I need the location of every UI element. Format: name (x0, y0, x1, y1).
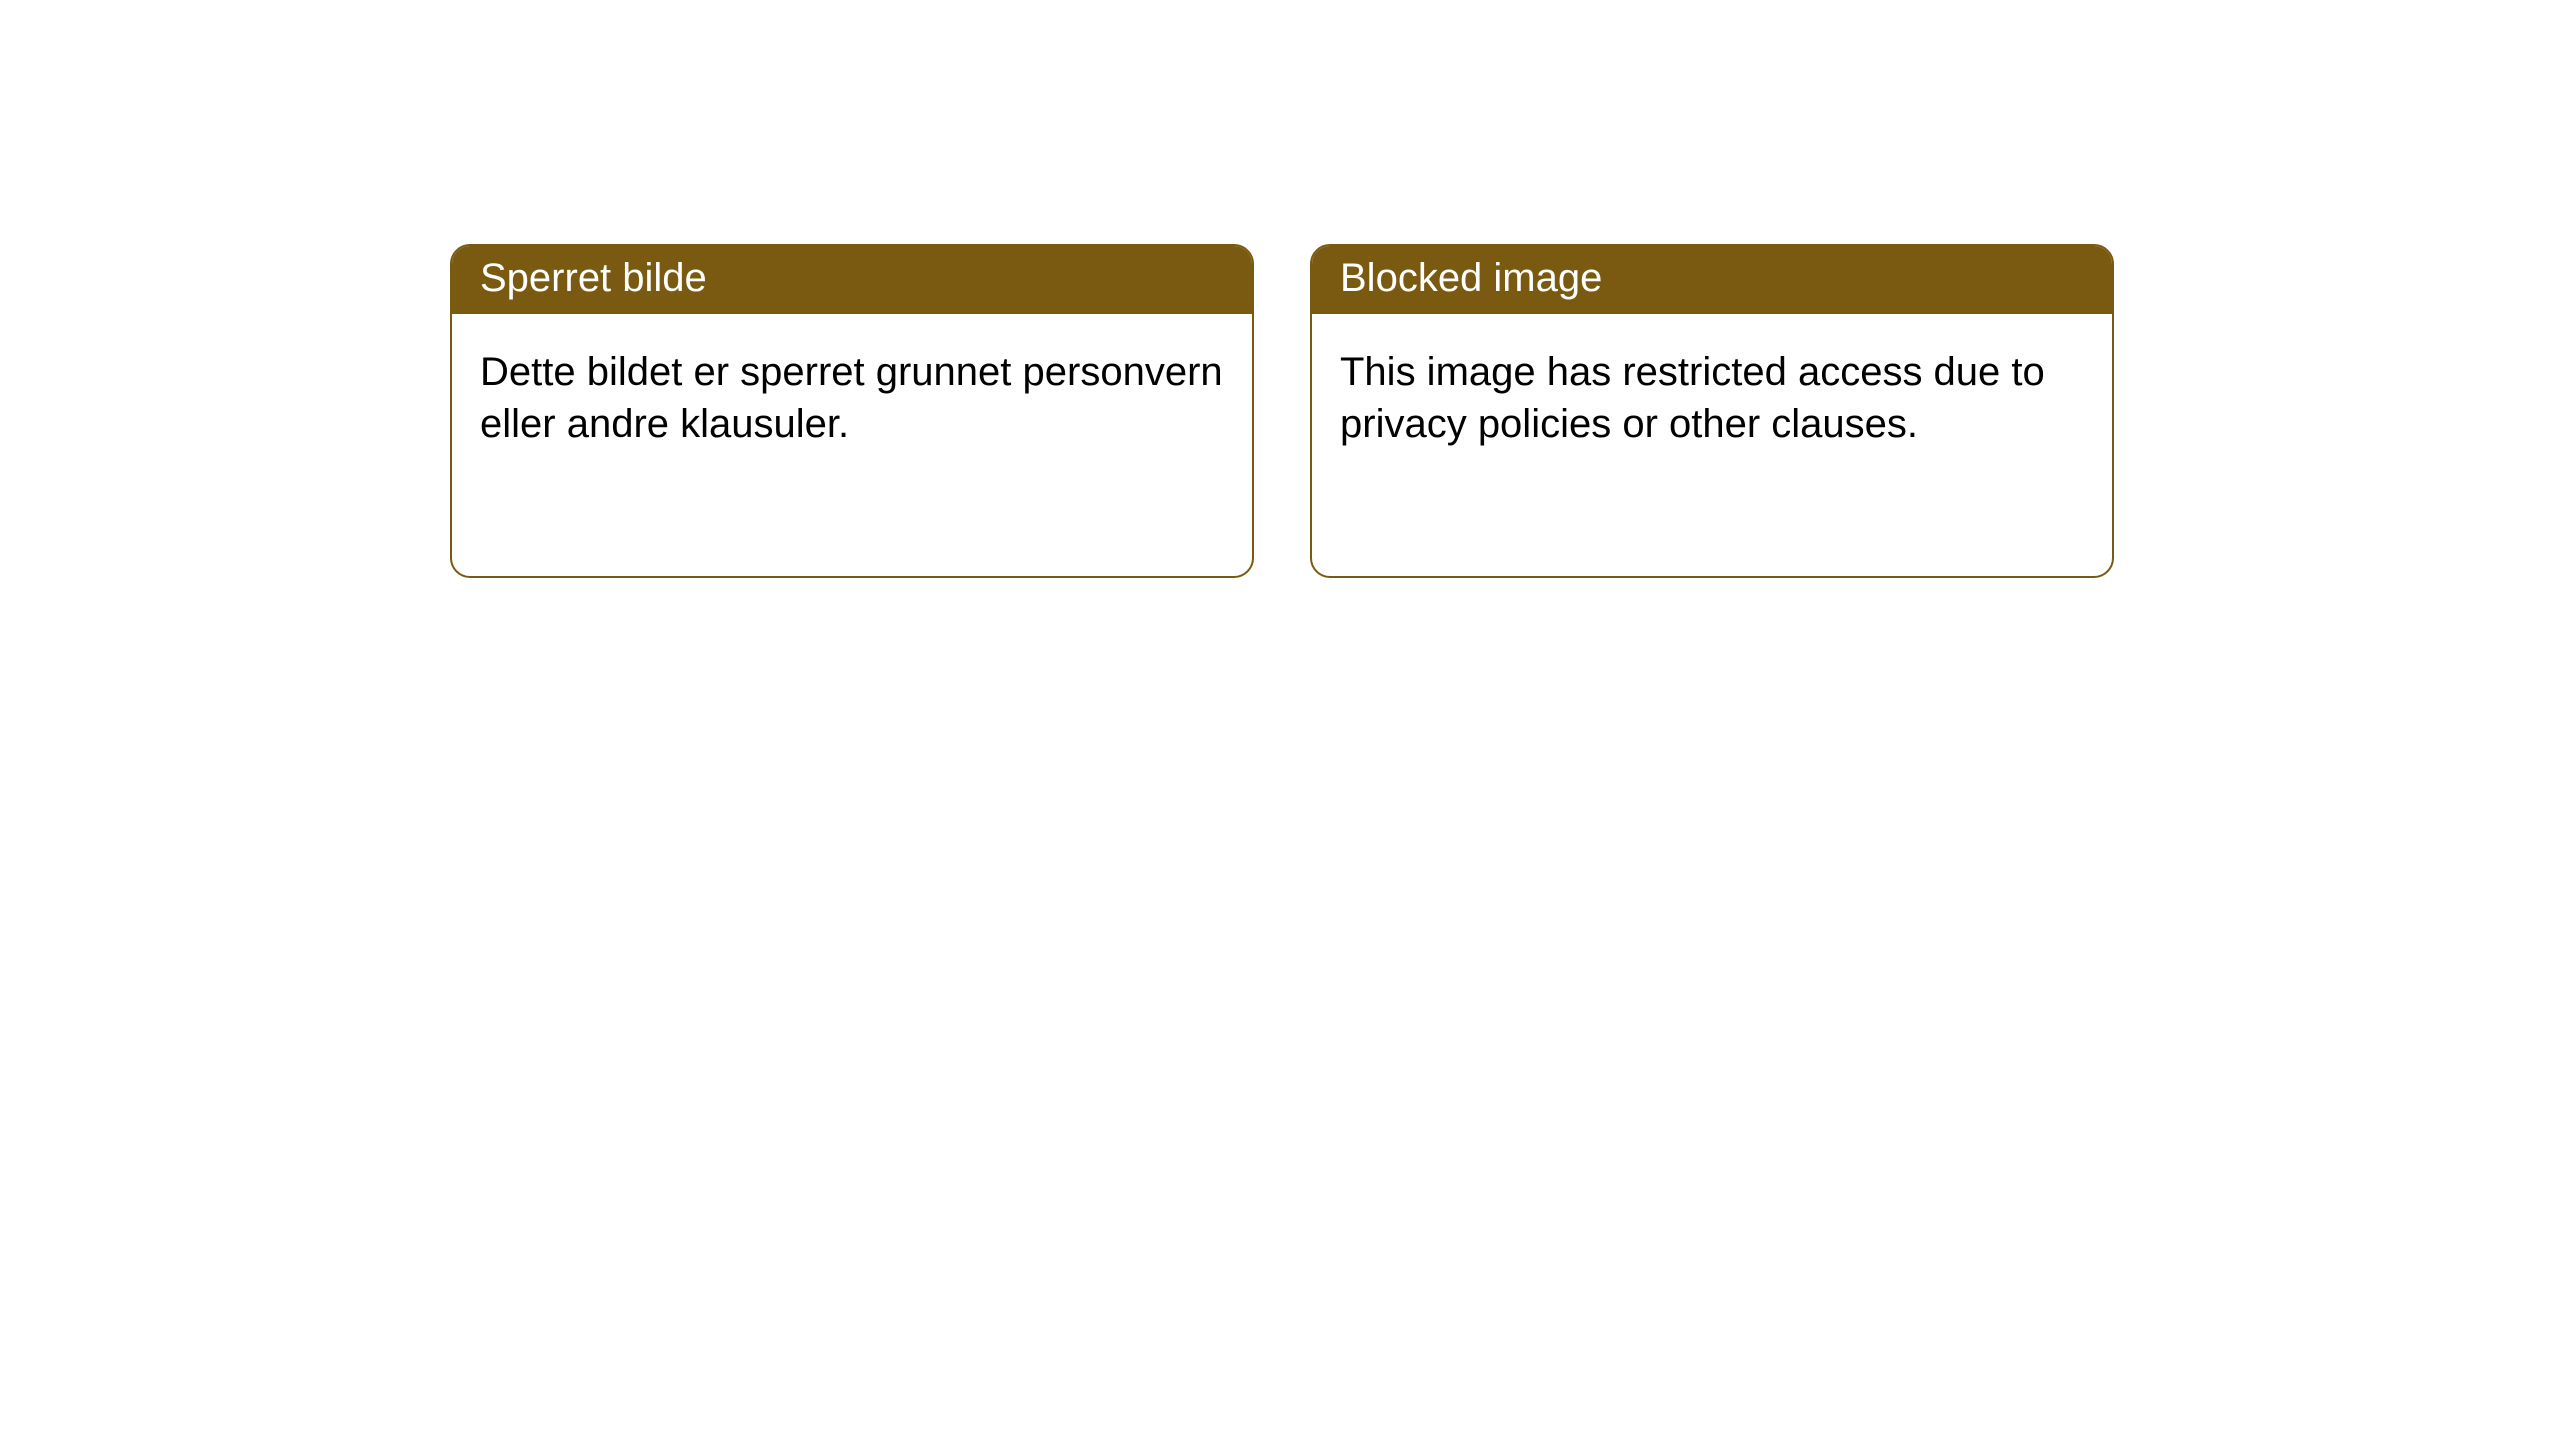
notice-card-norwegian: Sperret bilde Dette bildet er sperret gr… (450, 244, 1254, 578)
notice-body-english: This image has restricted access due to … (1312, 314, 2112, 482)
notice-title-english: Blocked image (1312, 246, 2112, 314)
notice-card-english: Blocked image This image has restricted … (1310, 244, 2114, 578)
notice-container: Sperret bilde Dette bildet er sperret gr… (0, 0, 2560, 578)
notice-title-norwegian: Sperret bilde (452, 246, 1252, 314)
notice-body-norwegian: Dette bildet er sperret grunnet personve… (452, 314, 1252, 482)
